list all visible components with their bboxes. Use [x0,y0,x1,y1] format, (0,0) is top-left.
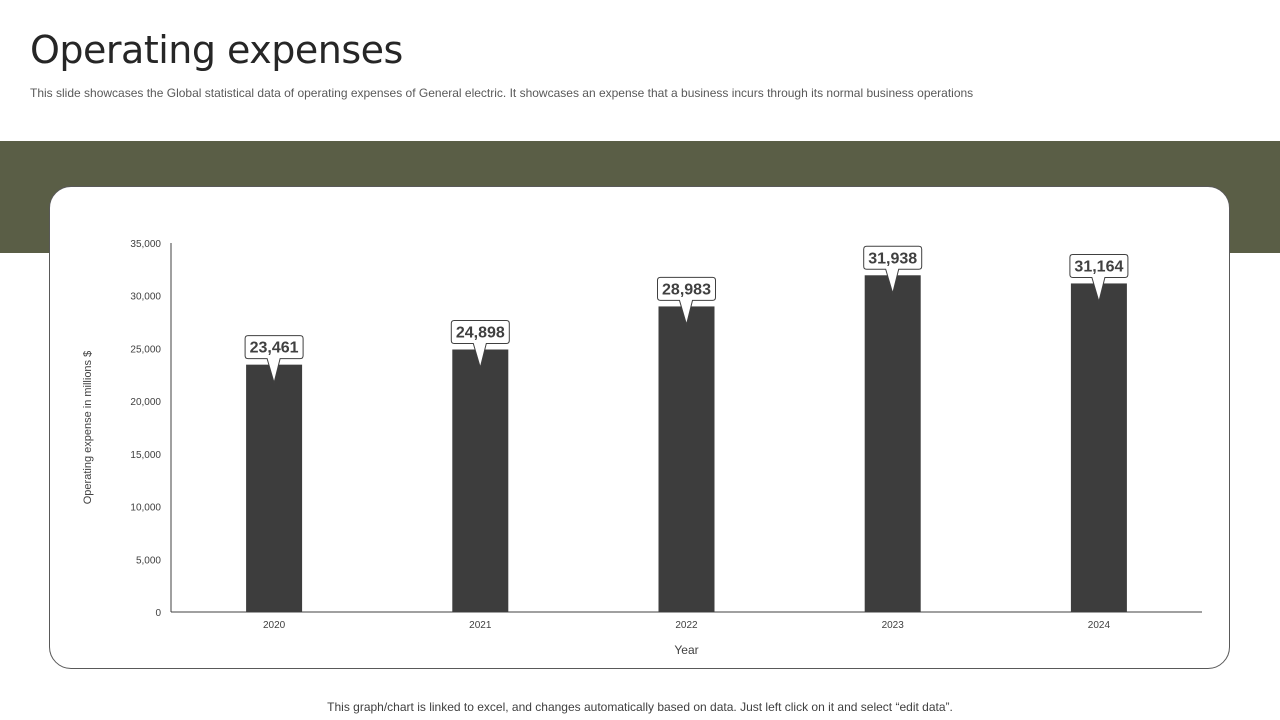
bar [246,364,303,612]
x-tick-label: 2023 [882,620,905,631]
bar [658,306,715,612]
y-axis-title: Operating expense in millions $ [82,351,94,504]
x-axis-title: Year [674,643,698,657]
data-label: 28,983 [662,281,711,298]
chart-card [49,186,1230,669]
data-label-callout [657,276,716,327]
y-tick-label: 0 [155,608,161,619]
y-tick-label: 25,000 [130,344,161,355]
data-label: 24,898 [456,325,505,342]
y-tick-label: 10,000 [130,503,161,514]
page-title: Operating expenses [30,28,403,72]
page-subtitle: This slide showcases the Global statisti… [30,86,974,100]
data-label-callout [450,320,510,370]
y-tick-label: 15,000 [130,450,161,461]
x-tick-label: 2021 [469,620,492,631]
y-tick-label: 35,000 [130,239,161,250]
bar [1070,283,1127,612]
x-tick-label: 2020 [263,620,286,631]
y-tick-label: 20,000 [130,397,161,408]
data-label-callout [244,335,304,385]
y-tick-label: 5,000 [136,555,161,566]
x-tick-label: 2024 [1088,620,1111,631]
x-tick-label: 2022 [675,620,698,631]
bar [452,349,509,612]
data-label-callout [1069,253,1129,304]
data-label-callout [863,245,923,296]
data-label: 23,461 [250,340,299,357]
footer-note: This graph/chart is linked to excel, and… [327,700,953,714]
bar [864,275,921,612]
data-label: 31,164 [1074,258,1123,275]
y-tick-label: 30,000 [130,292,161,303]
data-label: 31,938 [868,250,917,267]
